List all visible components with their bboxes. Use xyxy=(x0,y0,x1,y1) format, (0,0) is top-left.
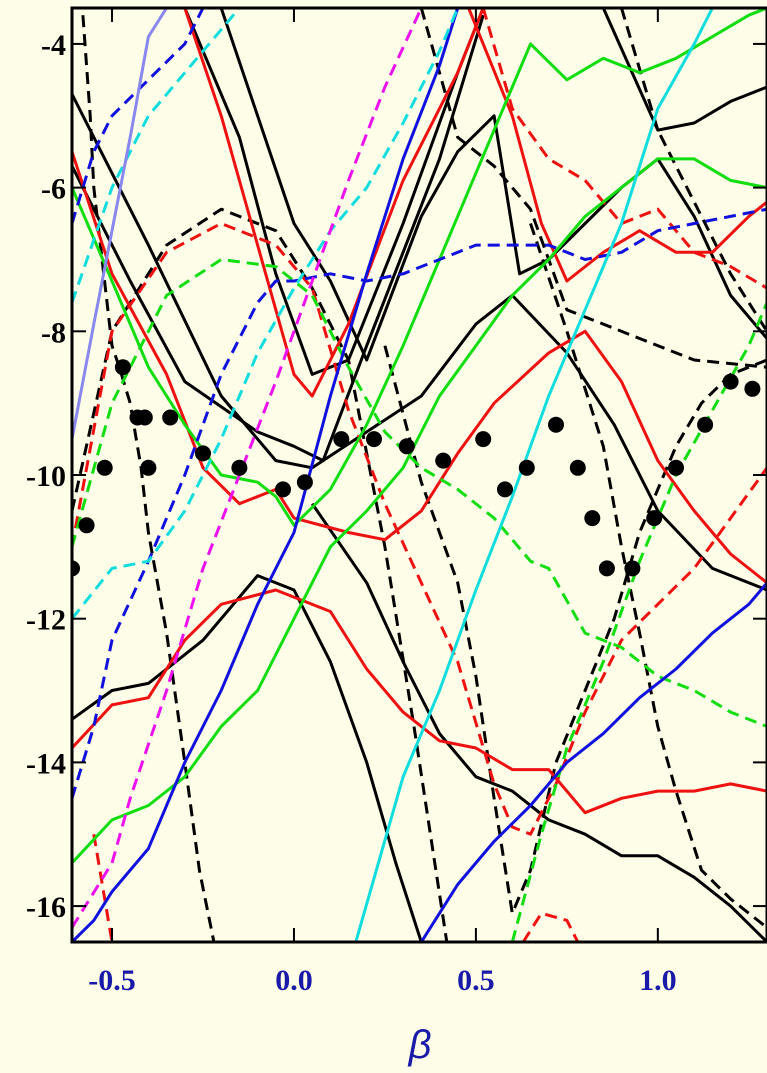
highlight-point xyxy=(114,359,131,376)
y-tick-labels: -4 -6 -8 -10 -12 -14 -16 xyxy=(26,29,66,924)
highlight-point xyxy=(624,560,641,577)
series-line-blue-dashed-27 xyxy=(72,207,767,799)
series-line-green-dashed-23 xyxy=(72,258,767,728)
highlight-point xyxy=(744,380,761,397)
highlight-point xyxy=(72,560,80,577)
highlight-point xyxy=(584,510,601,527)
series-line-black-solid-0 xyxy=(72,93,767,592)
highlight-point xyxy=(296,474,313,491)
series-line-red-solid-13 xyxy=(72,151,767,584)
highlight-point xyxy=(435,452,452,469)
series-line-black-solid-5 xyxy=(72,574,423,942)
y-tick-label: -4 xyxy=(41,29,66,62)
series-line-black-dashed-10 xyxy=(383,345,767,915)
series-line-red-solid-16 xyxy=(72,588,767,815)
series-line-cyan-dashed-30 xyxy=(72,8,241,304)
highlight-point xyxy=(366,431,382,448)
series-line-red-solid-14 xyxy=(183,8,485,398)
x-tick-label: 0.5 xyxy=(457,964,495,997)
highlight-point xyxy=(136,409,153,426)
series-line-black-solid-1 xyxy=(72,14,485,463)
series-line-black-dashed-9 xyxy=(419,8,767,369)
x-tick-labels: -0.5 0.0 0.5 1.0 xyxy=(88,964,676,997)
x-axis-label: β xyxy=(408,1023,432,1067)
highlight-point xyxy=(668,459,684,476)
highlight-point xyxy=(231,459,248,476)
y-tick-label: -14 xyxy=(26,747,66,780)
highlight-points xyxy=(72,359,761,577)
highlight-point xyxy=(548,416,564,433)
series-line-black-solid-4 xyxy=(601,8,767,132)
series-line-cyan-dashed-31 xyxy=(72,8,460,620)
series-line-lightblue-solid-33 xyxy=(72,8,168,440)
highlight-point xyxy=(518,459,535,476)
series-line-black-solid-3 xyxy=(219,8,767,362)
highlight-point xyxy=(497,481,513,498)
highlight-point xyxy=(275,481,291,498)
highlight-point xyxy=(195,445,211,462)
highlight-point xyxy=(140,459,157,476)
highlight-point xyxy=(598,560,615,577)
highlight-point xyxy=(646,510,663,527)
x-tick-label: 0.0 xyxy=(275,964,313,997)
highlight-point xyxy=(78,517,95,534)
y-tick-label: -6 xyxy=(41,173,66,206)
highlight-point xyxy=(398,438,415,455)
tick-marks xyxy=(72,8,767,942)
y-tick-label: -10 xyxy=(26,460,66,493)
series-line-blue-solid-26 xyxy=(420,581,767,942)
y-tick-label: -8 xyxy=(41,316,66,349)
series-line-black-dashed-12 xyxy=(620,8,767,333)
series-line-blue-dashed-28 xyxy=(72,8,205,224)
series-line-red-dashed-18 xyxy=(481,8,767,290)
series-line-red-solid-15 xyxy=(467,8,767,283)
series-line-green-dashed-24 xyxy=(510,302,767,942)
series-line-black-solid-2 xyxy=(183,8,485,376)
x-tick-label: -0.5 xyxy=(88,964,136,997)
y-tick-label: -16 xyxy=(26,891,66,924)
series-line-black-dashed-8 xyxy=(72,207,449,942)
highlight-point xyxy=(333,431,350,448)
highlight-point xyxy=(96,459,113,476)
highlight-point xyxy=(162,409,179,426)
series-line-red-dashed-19 xyxy=(521,911,580,942)
plot-frame xyxy=(70,6,767,944)
highlight-point xyxy=(569,459,586,476)
series-line-black-dashed-7 xyxy=(81,15,216,942)
y-tick-label: -12 xyxy=(26,604,66,637)
x-tick-label: 1.0 xyxy=(639,964,677,997)
highlight-point xyxy=(697,416,714,433)
series-line-red-dashed-17 xyxy=(72,222,767,836)
highlight-point xyxy=(475,431,492,448)
series-line-green-solid-22 xyxy=(72,157,767,865)
series-line-cyan-solid-29 xyxy=(354,8,714,942)
series-line-black-dashed-11 xyxy=(529,223,767,929)
highlight-point xyxy=(722,373,739,390)
series-line-blue-solid-25 xyxy=(72,8,460,942)
